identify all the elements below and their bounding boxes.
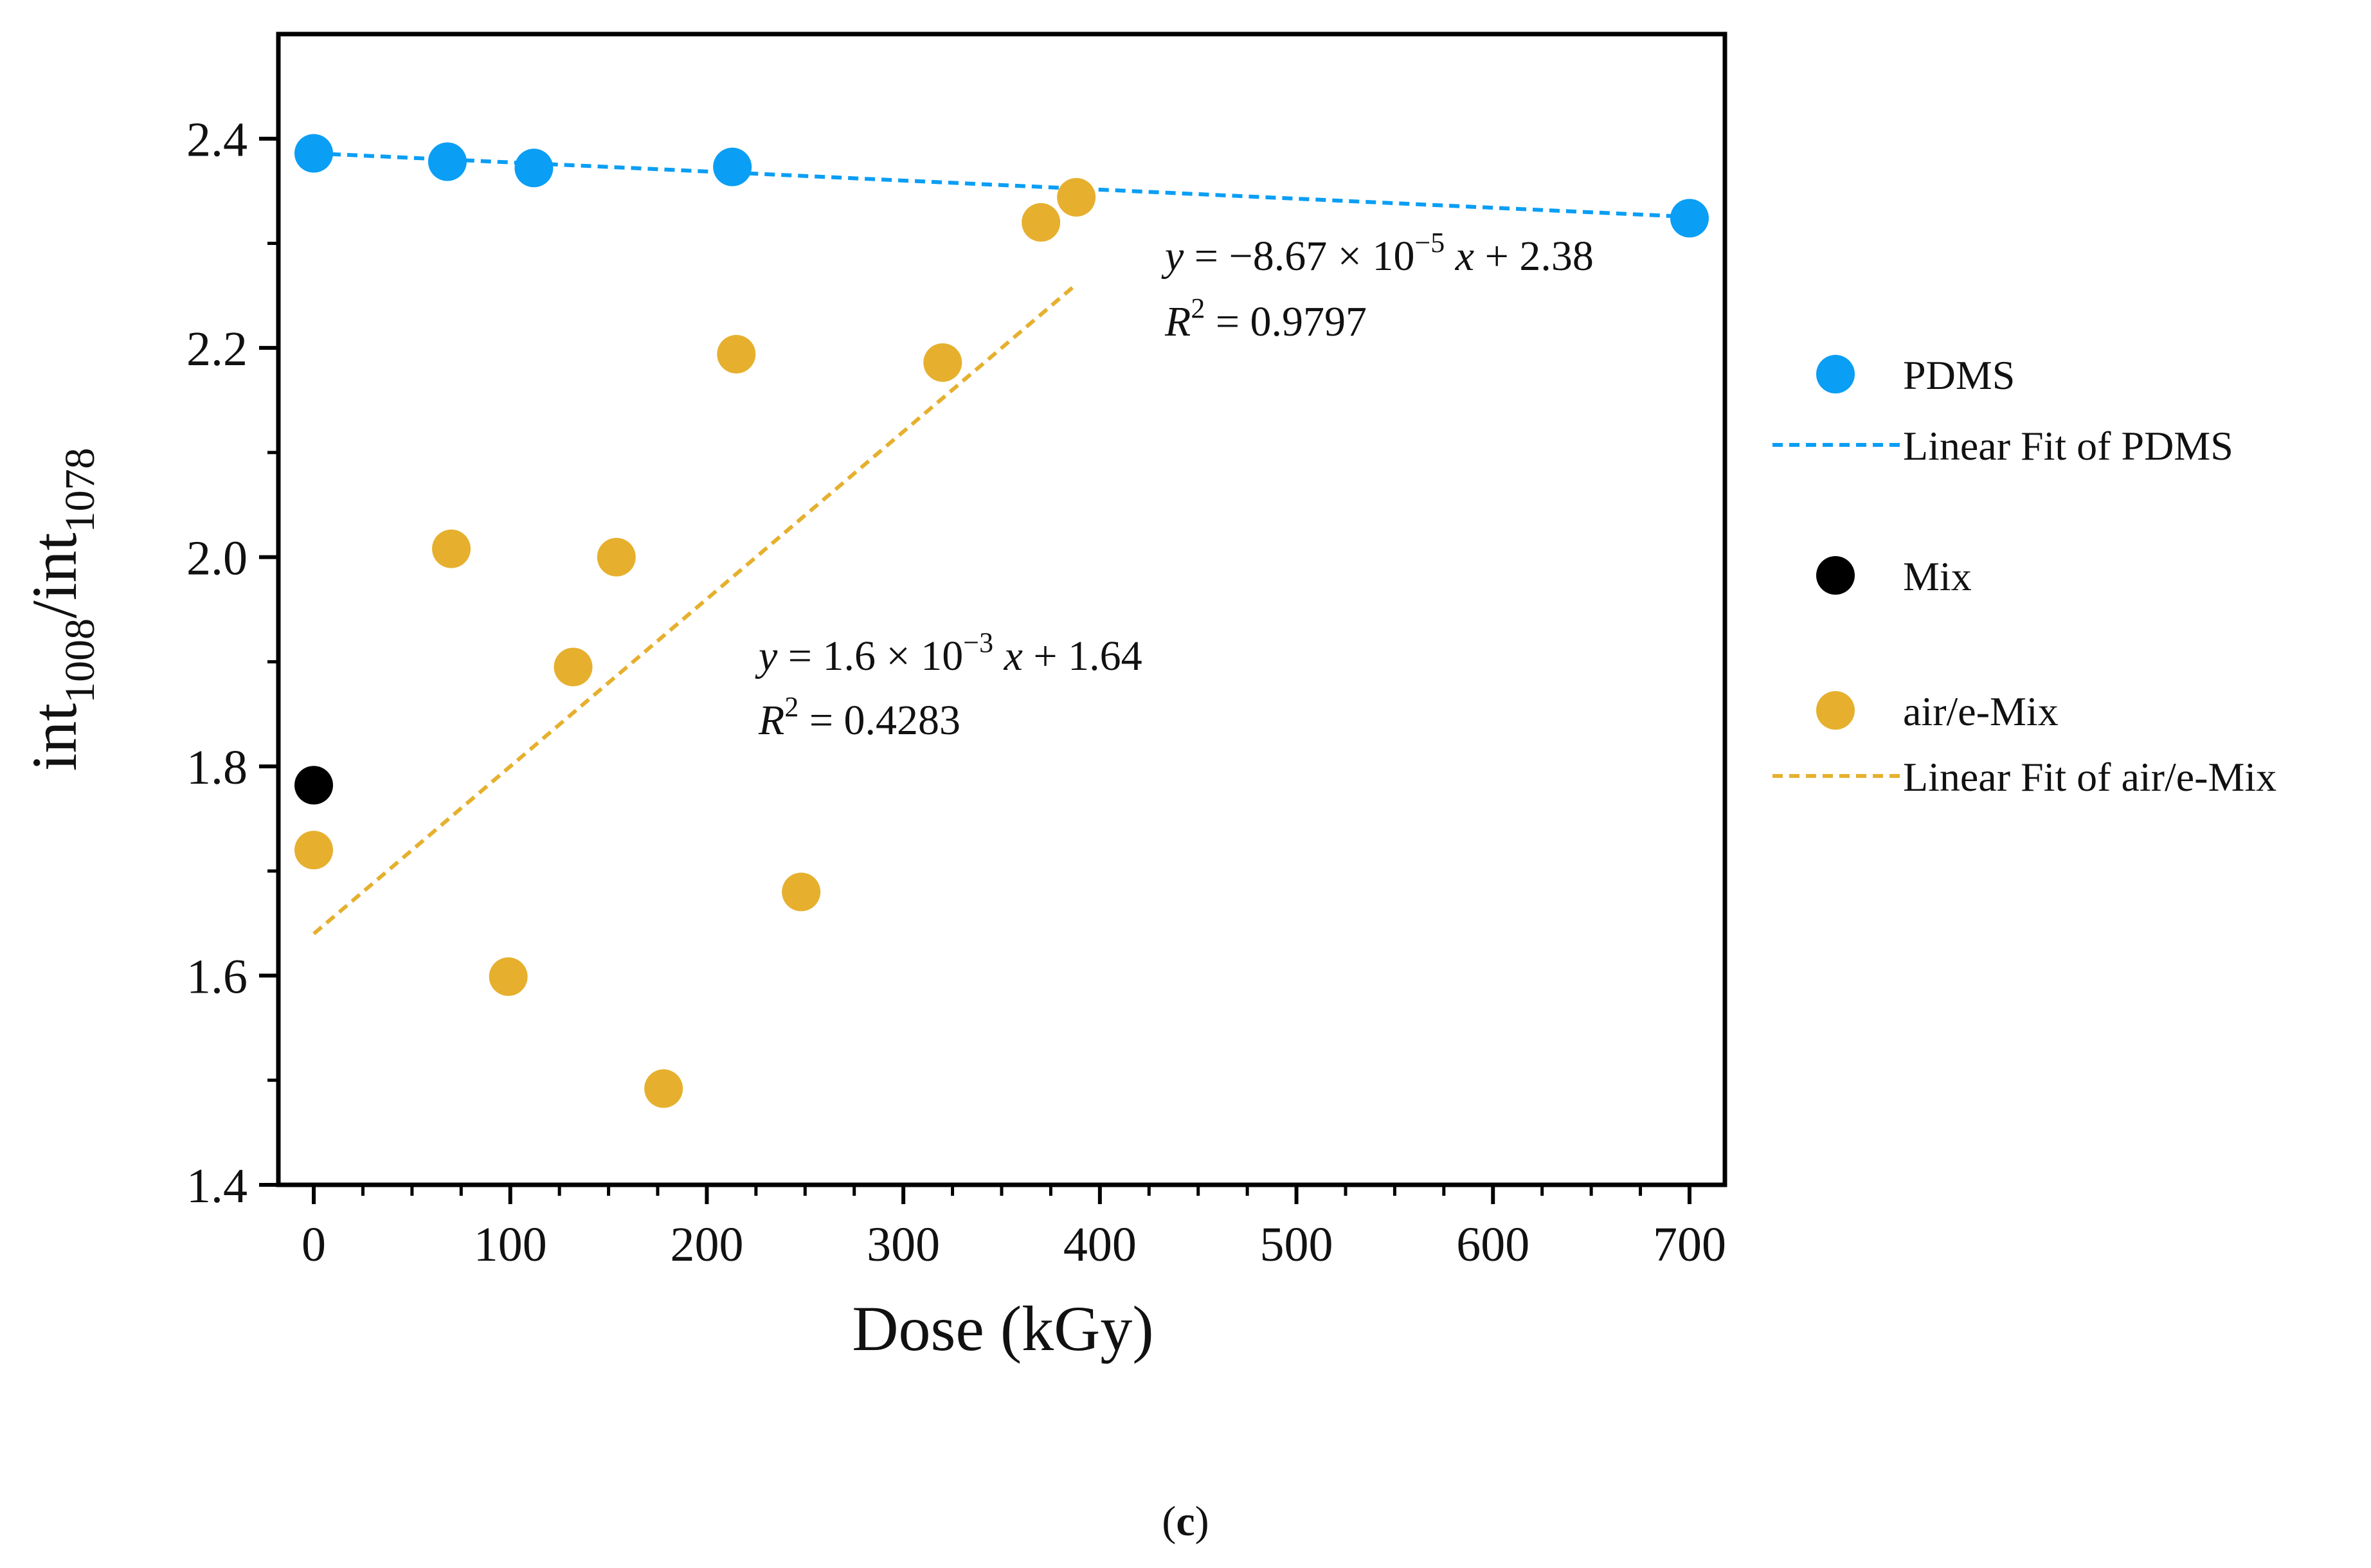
x-axis: 0 100 200 300 400 500 600 700 (302, 1185, 1726, 1272)
y-axis-title-base-1: int (19, 703, 90, 771)
point-pdms (1670, 199, 1709, 238)
point-pdms (428, 142, 467, 181)
airemix-fit-equation: y = 1.6 × 10−3 x + 1.64 (755, 627, 1142, 680)
point-pdms (713, 147, 752, 186)
x-tick-label: 600 (1456, 1218, 1529, 1272)
point-air-e-mix (597, 537, 636, 577)
airemix-eq-rest2: + 1.64 (1023, 633, 1142, 680)
airemix-eq-rest1: = 1.6 × 10 (777, 633, 963, 680)
y-tick-label: 2.0 (186, 532, 248, 586)
airemix-eq-y: y (755, 633, 778, 680)
y-axis-title-base-2: int (19, 532, 90, 600)
point-air-e-mix (432, 529, 471, 568)
pdms-eq-exp: −5 (1414, 227, 1445, 258)
panel-caption-letter: c (1176, 1498, 1195, 1545)
point-air-e-mix (644, 1069, 683, 1108)
pdms-eq-space (1445, 233, 1456, 280)
pdms-r2-rest: = 0.9797 (1205, 298, 1367, 345)
x-tick-label: 300 (867, 1218, 940, 1272)
y-tick-label: 1.8 (186, 741, 248, 795)
x-tick-label: 700 (1653, 1218, 1726, 1272)
y-axis-title: int1008/int1078 (19, 448, 104, 771)
legend-label-pdms-fit: Linear Fit of PDMS (1903, 423, 2233, 469)
point-air-e-mix (1022, 203, 1061, 242)
pdms-r2-r: R (1164, 298, 1191, 345)
point-pdms (514, 149, 554, 188)
point-air-e-mix (717, 334, 756, 374)
pdms-fit-r2: R2 = 0.9797 (1164, 293, 1367, 345)
y-tick-label: 2.2 (186, 322, 248, 376)
pdms-eq-x: x (1455, 233, 1474, 280)
y-tick-label: 1.4 (186, 1159, 248, 1213)
pdms-eq-rest1: = −8.67 × 10 (1184, 233, 1414, 280)
airemix-fit-r2: R2 = 0.4283 (758, 691, 960, 744)
y-tick-label: 2.4 (186, 113, 248, 167)
panel-caption: (c) (1162, 1498, 1209, 1545)
point-air-e-mix (782, 872, 821, 912)
point-pdms (294, 134, 334, 173)
y-axis: 1.4 1.6 1.8 2.0 2.2 2.4 (186, 113, 278, 1213)
point-air-e-mix (294, 831, 334, 870)
pdms-r2-exp: 2 (1191, 293, 1205, 324)
airemix-r2-r: R (758, 697, 784, 744)
legend-marker-mix (1816, 556, 1855, 595)
pdms-eq-rest2: + 2.38 (1474, 233, 1594, 280)
y-axis-title-sub-1: 1008 (57, 618, 104, 703)
legend-label-airemix-fit: Linear Fit of air/e-Mix (1903, 754, 2276, 800)
x-tick-label: 200 (670, 1218, 743, 1272)
x-tick-label: 400 (1063, 1218, 1137, 1272)
point-mix (294, 766, 334, 805)
fit-line-linear-fit-of-pdms (313, 151, 1690, 219)
y-axis-title-sep: / (19, 600, 90, 618)
point-air-e-mix (923, 343, 962, 382)
pdms-eq-y: y (1161, 233, 1184, 280)
x-axis-title: Dose (kGy) (852, 1293, 1153, 1364)
airemix-eq-x: x (1004, 633, 1023, 680)
y-axis-title-sub-2: 1078 (57, 448, 104, 533)
x-tick-label: 100 (474, 1218, 547, 1272)
fit-lines (312, 151, 1690, 935)
airemix-r2-rest: = 0.4283 (798, 697, 960, 744)
legend-label-airemix: air/e-Mix (1903, 689, 2059, 734)
legend-marker-airemix (1816, 691, 1855, 730)
airemix-r2-exp: 2 (784, 691, 798, 723)
x-tick-label: 0 (302, 1218, 326, 1272)
panel-caption-open: ( (1162, 1498, 1176, 1545)
legend-marker-pdms (1816, 355, 1855, 393)
legend: PDMS Linear Fit of PDMS Mix air/e-Mix Li… (1772, 352, 2276, 800)
point-air-e-mix (1057, 177, 1096, 217)
y-tick-label: 1.6 (186, 950, 248, 1004)
pdms-fit-equation: y = −8.67 × 10−5 x + 2.38 (1161, 227, 1594, 280)
panel-caption-close: ) (1195, 1498, 1209, 1545)
point-air-e-mix (489, 957, 528, 996)
point-air-e-mix (554, 647, 593, 687)
legend-label-pdms: PDMS (1903, 352, 2015, 398)
legend-label-mix: Mix (1903, 554, 1972, 599)
fit-line-linear-fit-of-air-e-mix (312, 282, 1078, 935)
airemix-eq-exp: −3 (963, 627, 993, 658)
x-tick-label: 500 (1260, 1218, 1333, 1272)
airemix-eq-space (993, 633, 1004, 680)
data-points (294, 134, 1709, 1108)
